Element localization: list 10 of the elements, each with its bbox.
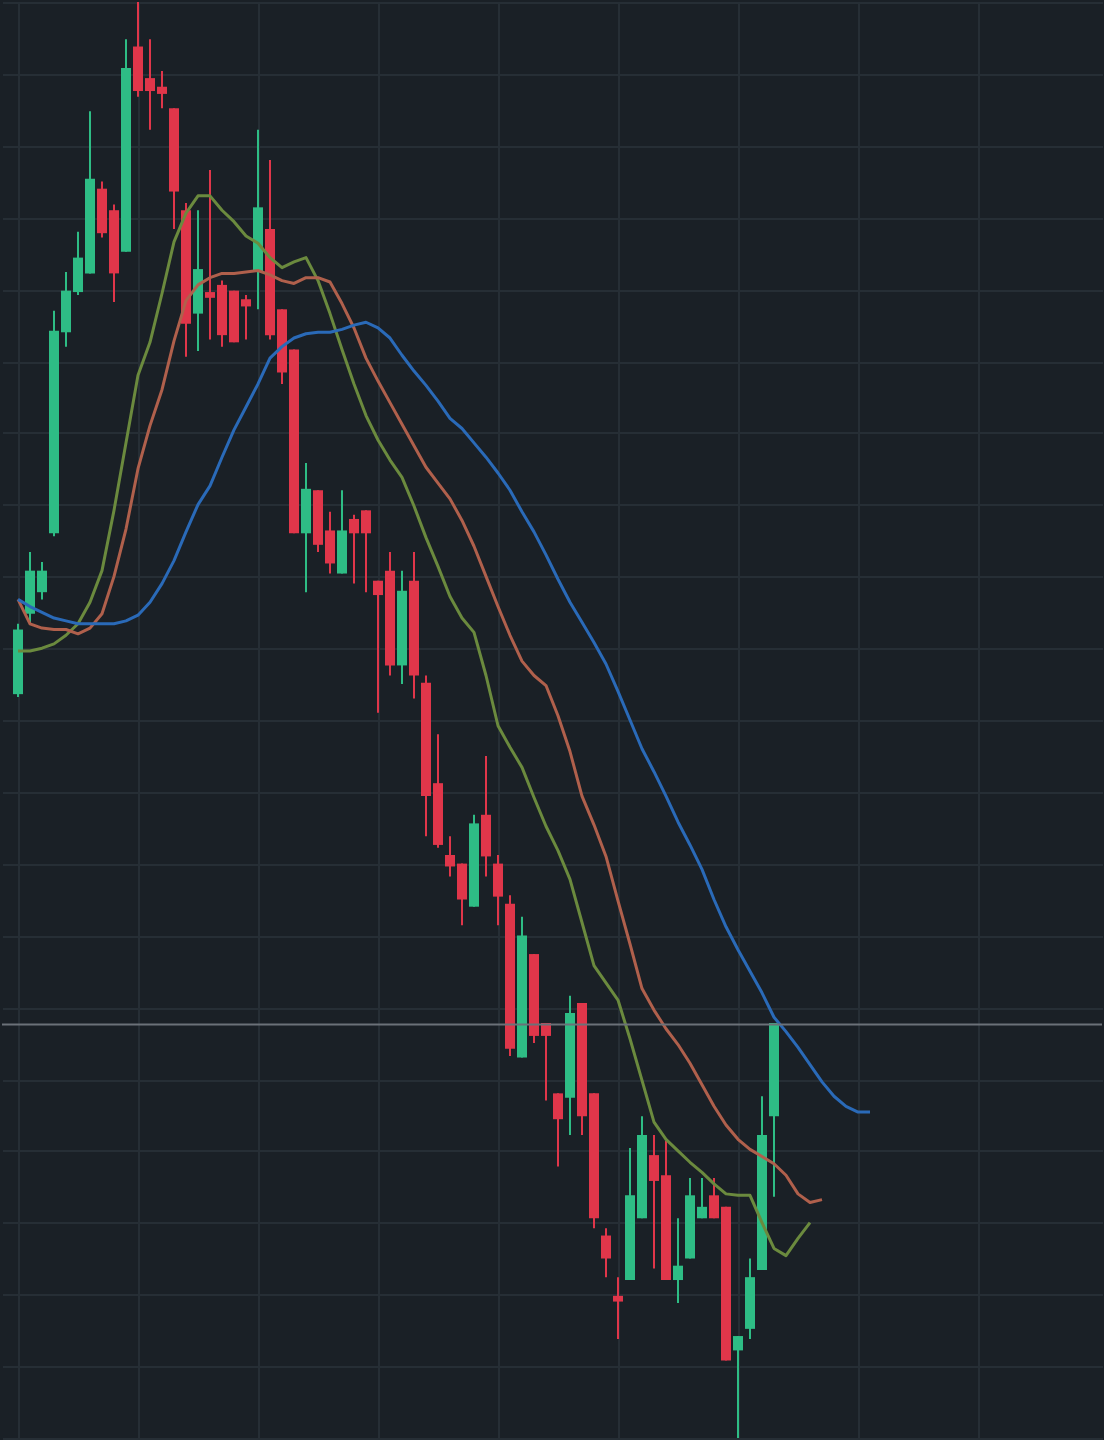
candlestick bbox=[613, 1276, 623, 1340]
candlestick bbox=[193, 209, 203, 352]
candlestick bbox=[481, 754, 491, 878]
candlestick bbox=[673, 1217, 683, 1305]
candlestick bbox=[337, 489, 347, 575]
candlestick bbox=[493, 853, 503, 927]
candlestick bbox=[301, 461, 311, 594]
candlestick bbox=[733, 1335, 743, 1439]
candlestick bbox=[553, 1092, 563, 1168]
candlestick bbox=[601, 1227, 611, 1279]
